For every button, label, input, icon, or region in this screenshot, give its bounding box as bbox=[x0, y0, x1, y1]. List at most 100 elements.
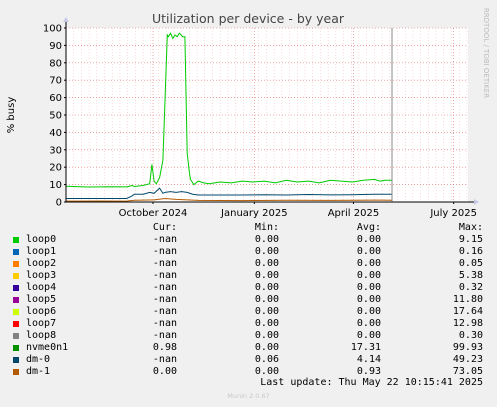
legend-min: 0.00 bbox=[254, 282, 279, 293]
legend-swatch bbox=[13, 237, 19, 243]
x-tick-label: July 2025 bbox=[429, 208, 477, 219]
series-line-nvme0n1 bbox=[65, 32, 392, 188]
legend-min: 0.00 bbox=[254, 294, 279, 305]
rrdtool-credit: RRDTOOL / TOBI OETIKER bbox=[482, 8, 490, 98]
series-lines bbox=[65, 32, 393, 202]
legend-cur: -nan bbox=[152, 318, 177, 329]
y-tick-label: 90 bbox=[49, 41, 62, 52]
legend-max: 11.80 bbox=[452, 294, 483, 305]
legend-avg: 0.00 bbox=[356, 258, 381, 269]
legend-swatch bbox=[13, 345, 19, 351]
legend-row-loop2: loop2 -nan 0.00 0.00 0.05 bbox=[0, 258, 497, 270]
axes bbox=[63, 17, 479, 205]
legend-cur: -nan bbox=[152, 330, 177, 341]
legend-min: 0.00 bbox=[254, 366, 279, 377]
legend-max: 17.64 bbox=[452, 306, 483, 317]
legend-avg: 17.31 bbox=[350, 342, 381, 353]
legend-avg: 0.93 bbox=[356, 366, 381, 377]
legend-row-loop3: loop3 -nan 0.00 0.00 5.38 bbox=[0, 270, 497, 282]
legend-max: 9.15 bbox=[458, 234, 483, 245]
legend-cur: -nan bbox=[152, 258, 177, 269]
legend-min: 0.00 bbox=[254, 318, 279, 329]
legend-row-loop7: loop7 -nan 0.00 0.00 12.98 bbox=[0, 318, 497, 330]
y-tick-label: 40 bbox=[49, 128, 62, 139]
legend-row-loop4: loop4 -nan 0.00 0.00 0.32 bbox=[0, 282, 497, 294]
legend-max: 0.16 bbox=[458, 246, 483, 257]
legend-swatch bbox=[13, 249, 19, 255]
legend-avg: 0.00 bbox=[356, 234, 381, 245]
legend-row-loop1: loop1 -nan 0.00 0.00 0.16 bbox=[0, 246, 497, 258]
y-tick-label: 100 bbox=[43, 24, 62, 35]
legend-max: 73.05 bbox=[452, 366, 483, 377]
legend-cur: 0.00 bbox=[152, 366, 177, 377]
legend-cur: -nan bbox=[152, 246, 177, 257]
y-tick-label: 80 bbox=[49, 58, 62, 69]
legend-row-loop8: loop8 -nan 0.00 0.00 0.30 bbox=[0, 330, 497, 342]
legend-row-loop0: loop0 -nan 0.00 0.00 9.15 bbox=[0, 234, 497, 246]
legend-cur: 0.98 bbox=[152, 342, 177, 353]
header-cur: Cur: bbox=[152, 222, 177, 233]
x-tick-label: April 2025 bbox=[328, 208, 379, 219]
legend-swatch bbox=[13, 309, 19, 315]
legend-name: loop7 bbox=[26, 318, 57, 329]
header-min: Min: bbox=[254, 222, 279, 233]
y-tick-label: 50 bbox=[49, 111, 62, 122]
legend-avg: 0.00 bbox=[356, 246, 381, 257]
series-line-dm-0 bbox=[66, 187, 392, 199]
legend-max: 12.98 bbox=[452, 318, 483, 329]
legend-name: loop4 bbox=[26, 282, 57, 293]
legend-swatch bbox=[13, 285, 19, 291]
legend-name: loop6 bbox=[26, 306, 57, 317]
legend-min: 0.00 bbox=[254, 258, 279, 269]
legend-swatch bbox=[13, 297, 19, 303]
legend-min: 0.00 bbox=[254, 330, 279, 341]
legend-name: nvme0n1 bbox=[26, 342, 69, 353]
legend-cur: -nan bbox=[152, 354, 177, 365]
legend-avg: 0.00 bbox=[356, 318, 381, 329]
legend-name: loop3 bbox=[26, 270, 57, 281]
y-axis-arrow bbox=[63, 17, 69, 22]
legend-cur: -nan bbox=[152, 306, 177, 317]
legend-max: 49.23 bbox=[452, 354, 483, 365]
legend-row-loop6: loop6 -nan 0.00 0.00 17.64 bbox=[0, 306, 497, 318]
header-avg: Avg: bbox=[356, 222, 381, 233]
legend-name: loop2 bbox=[26, 258, 57, 269]
y-axis-label: % busy bbox=[6, 97, 17, 134]
legend-avg: 0.00 bbox=[356, 306, 381, 317]
y-tick-label: 70 bbox=[49, 76, 62, 87]
legend-name: loop0 bbox=[26, 234, 57, 245]
legend-row-nvme0n1: nvme0n1 0.98 0.00 17.31 99.93 bbox=[0, 342, 497, 354]
legend-name: loop5 bbox=[26, 294, 57, 305]
legend-max: 0.32 bbox=[458, 282, 483, 293]
x-tick-label: October 2024 bbox=[119, 208, 188, 219]
header-max: Max: bbox=[458, 222, 483, 233]
chart-title: Utilization per device - by year bbox=[152, 11, 345, 26]
legend-cur: -nan bbox=[152, 234, 177, 245]
legend-min: 0.00 bbox=[254, 270, 279, 281]
legend-swatch bbox=[13, 273, 19, 279]
y-tick-label: 10 bbox=[49, 180, 62, 191]
legend-max: 0.05 bbox=[458, 258, 483, 269]
legend-avg: 0.00 bbox=[356, 294, 381, 305]
legend-row-dm-1: dm-1 0.00 0.00 0.93 73.05 bbox=[0, 366, 497, 378]
legend-cur: -nan bbox=[152, 270, 177, 281]
legend-min: 0.00 bbox=[254, 246, 279, 257]
legend-max: 5.38 bbox=[458, 270, 483, 281]
legend-cur: -nan bbox=[152, 282, 177, 293]
legend-name: loop1 bbox=[26, 246, 57, 257]
legend-avg: 0.00 bbox=[356, 330, 381, 341]
chart: Utilization per device - by year % busy … bbox=[6, 8, 490, 220]
legend-name: loop8 bbox=[26, 330, 57, 341]
legend-swatch bbox=[13, 261, 19, 267]
tick-labels: 0 10 20 30 40 50 60 70 80 90 100 October 2024 Januar… bbox=[43, 24, 477, 220]
series-line-dm-1 bbox=[65, 197, 393, 202]
legend-cur: -nan bbox=[152, 294, 177, 305]
legend-min: 0.00 bbox=[254, 342, 279, 353]
legend-avg: 0.00 bbox=[356, 282, 381, 293]
legend-name: dm-0 bbox=[26, 354, 51, 365]
legend-min: 0.06 bbox=[254, 354, 279, 365]
legend-row-dm-0: dm-0 -nan 0.06 4.14 49.23 bbox=[0, 354, 497, 366]
legend-name: dm-1 bbox=[26, 366, 51, 377]
legend-avg: 0.00 bbox=[356, 270, 381, 281]
y-tick-label: 60 bbox=[49, 93, 62, 104]
